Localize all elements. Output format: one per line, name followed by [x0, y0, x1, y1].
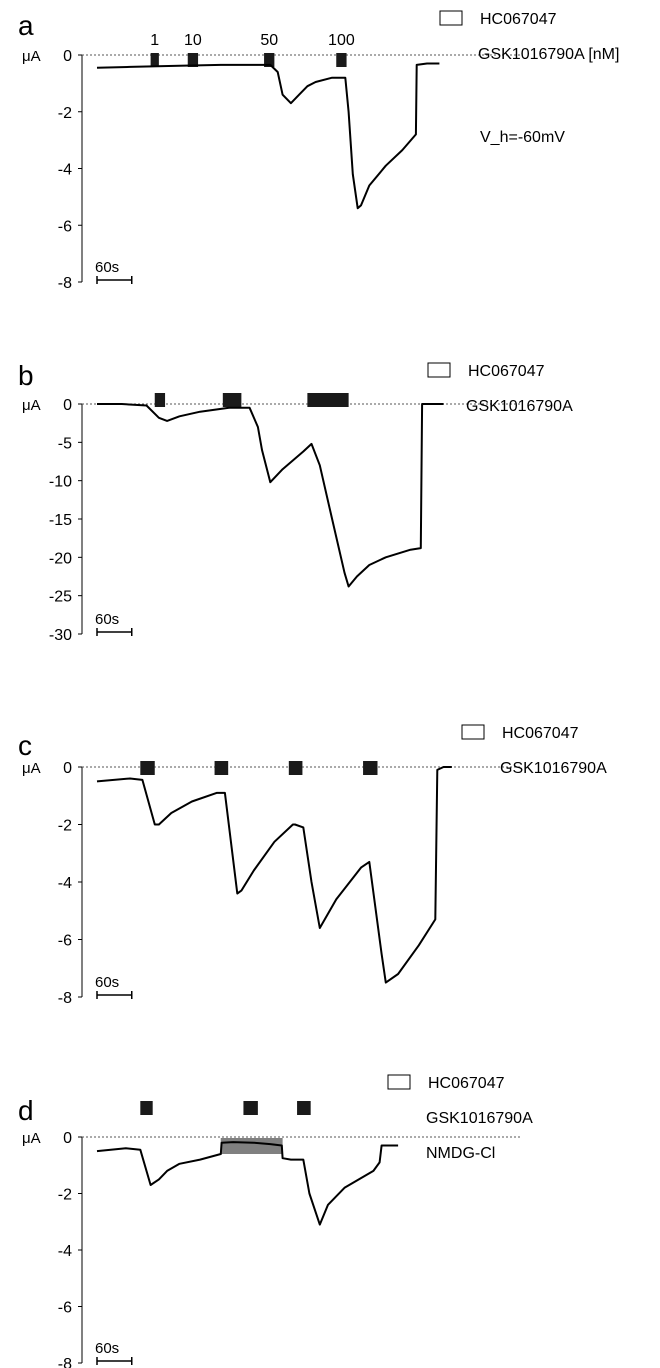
legend-entry: GSK1016790A: [466, 398, 573, 415]
legend-entry: GSK1016790A [nM]: [478, 46, 619, 63]
scale-bar-label: 60s: [95, 259, 119, 276]
y-unit-label: μA: [22, 48, 41, 65]
drug-concentration-label: 1: [150, 32, 159, 49]
y-tick-label: 0: [63, 1130, 72, 1147]
drug-application-bar: [187, 53, 199, 67]
y-tick-label: 0: [63, 397, 72, 414]
y-tick-label: -8: [58, 1356, 72, 1368]
nmdg-application-bar: [220, 1138, 283, 1154]
y-tick-label: -8: [58, 275, 72, 292]
current-trace: [96, 62, 440, 210]
legend-entry: HC067047: [428, 1075, 505, 1092]
drug-application-bar: [222, 393, 242, 407]
y-tick-label: -2: [58, 818, 72, 835]
drug-application-bar: [307, 393, 349, 407]
y-tick-label: -25: [49, 589, 72, 606]
annotation-holding-voltage: V_h=-60mV: [480, 129, 565, 146]
y-tick-label: -30: [49, 627, 72, 644]
legend-entry: HC067047: [502, 725, 579, 742]
legend-box-icon: [427, 362, 451, 378]
y-tick-label: -15: [49, 512, 72, 529]
drug-application-bar: [214, 761, 229, 775]
y-tick-label: -20: [49, 550, 72, 567]
legend-entry: NMDG-Cl: [426, 1145, 495, 1162]
legend-box-icon: [461, 724, 485, 740]
drug-application-bar: [154, 393, 166, 407]
legend-entry: GSK1016790A: [426, 1110, 533, 1127]
y-tick-label: -5: [58, 435, 72, 452]
drug-application-bar: [140, 761, 155, 775]
drug-application-bar: [264, 53, 275, 67]
y-unit-label: μA: [22, 1130, 41, 1147]
drug-concentration-label: 100: [328, 32, 355, 49]
y-unit-label: μA: [22, 397, 41, 414]
drug-application-bar: [243, 1101, 258, 1115]
y-tick-label: 0: [63, 760, 72, 777]
panel-letter-b: b: [18, 360, 34, 391]
y-tick-label: -6: [58, 1300, 72, 1317]
drug-application-bar: [288, 761, 303, 775]
y-tick-label: -10: [49, 474, 72, 491]
current-trace: [96, 766, 452, 984]
y-tick-label: -4: [58, 1243, 72, 1260]
panel-letter-a: a: [18, 10, 34, 41]
current-trace: [96, 1141, 399, 1226]
drug-application-bar: [150, 53, 159, 67]
drug-concentration-label: 50: [260, 32, 278, 49]
y-tick-label: -2: [58, 1187, 72, 1204]
y-tick-label: -6: [58, 933, 72, 950]
y-tick-label: 0: [63, 48, 72, 65]
drug-application-bar: [336, 53, 347, 67]
drug-application-bar: [140, 1101, 153, 1115]
panel-letter-c: c: [18, 730, 32, 761]
scale-bar-label: 60s: [95, 611, 119, 628]
y-tick-label: -4: [58, 875, 72, 892]
y-tick-label: -2: [58, 105, 72, 122]
drug-concentration-label: 10: [184, 32, 202, 49]
legend-entry: GSK1016790A: [500, 760, 607, 777]
y-unit-label: μA: [22, 760, 41, 777]
y-tick-label: -4: [58, 162, 72, 179]
y-tick-label: -8: [58, 990, 72, 1007]
legend-entry: HC067047: [480, 11, 557, 28]
legend-box-icon: [439, 10, 463, 26]
legend-box-icon: [387, 1074, 411, 1090]
legend-entry: HC067047: [468, 363, 545, 380]
scale-bar-label: 60s: [95, 974, 119, 991]
scale-bar-label: 60s: [95, 1340, 119, 1357]
panel-letter-d: d: [18, 1095, 34, 1126]
current-trace: [97, 403, 444, 588]
y-tick-label: -6: [58, 218, 72, 235]
drug-application-bar: [297, 1101, 311, 1115]
drug-application-bar: [363, 761, 378, 775]
